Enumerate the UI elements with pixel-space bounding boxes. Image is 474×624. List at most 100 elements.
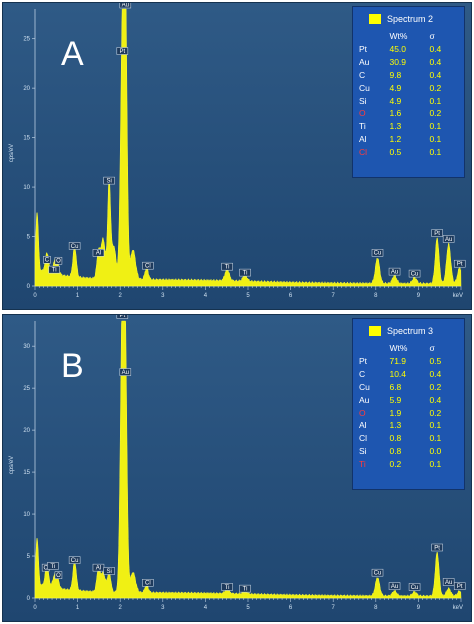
spectrum-panel-a: A 0 5 10 15 20 25 0 1 2 3 4 5 6 7 8 9 keV cps/eV C Ti O Cu Al Si… [2,2,472,310]
peak-label: Si [103,567,115,575]
sigma-value: 0.1 [429,146,442,157]
y-tick-label: 30 [23,344,30,350]
legend-row-si: Si 4.9 0.1 [359,94,458,107]
legend-row-al: Al 1.3 0.1 [359,419,458,432]
weight-percent: 30.9 [389,57,407,68]
peak-label-box [453,582,466,590]
peak-label-box [221,262,233,271]
y-tick-label: 5 [27,554,31,560]
legend-header: Spectrum 2 [359,11,458,27]
peak-label-text: O [56,573,61,579]
wt-column-header: Wt% [389,31,408,41]
peak-label: Au [119,3,132,8]
legend-row-si: Si 0.8 0.0 [359,445,458,458]
y-axis-label: cps/eV [9,144,15,162]
peak-label: Cu [408,583,421,591]
peak-label: Ti [47,562,59,570]
peak-label-text: Pt [119,49,125,55]
peak-label-box [371,249,384,257]
peak-label-text: Pt [457,262,463,268]
y-tick-label: 10 [23,185,30,191]
y-tick-label: 25 [23,37,30,43]
peak-label: Al [92,563,105,572]
element-symbol: Si [359,95,367,106]
peak-label-text: Cu [411,271,419,277]
peak-label-box [442,235,455,243]
legend-swatch [369,14,381,24]
legend-row-o: O 1.6 0.2 [359,107,458,120]
spectrum-trace [34,8,462,287]
x-axis-label: keV [453,605,463,611]
peak-label-box [442,578,455,586]
peak-label-text: Au [391,584,398,590]
peak-label-text: Cl [145,264,151,270]
legend-column-headers: Wt% σ [359,31,458,43]
peak-label-text: Ti [225,265,230,271]
peak-label-text: Au [391,270,398,276]
y-tick-label: 10 [23,512,30,518]
legend-row-cl: Cl 0.5 0.1 [359,145,458,158]
weight-percent: 4.9 [389,82,402,93]
weight-percent: 1.9 [389,407,402,418]
x-tick-label: 9 [417,605,421,611]
element-symbol: Ti [359,458,366,469]
legend-row-ti: Ti 1.3 0.1 [359,120,458,133]
weight-percent: 9.8 [389,69,402,80]
element-symbol: Pt [359,356,368,367]
peak-label-text: Al [96,251,101,257]
peak-label-text: Ti [225,585,230,591]
x-tick-label: 0 [33,605,37,611]
peak-label-box [388,582,401,590]
weight-percent: 0.5 [389,146,402,157]
x-tick-label: 2 [119,293,123,299]
peak-label-box [68,242,81,250]
panel-letter: B [61,347,84,385]
spectrum-panel-b: B 0 5 10 15 20 25 30 0 1 2 3 4 5 6 7 8 9 keV cps/eV C Ti O Cu Al… [2,314,472,622]
legend-row-cl: Cl 0.8 0.1 [359,432,458,445]
weight-percent: 0.2 [389,458,402,469]
peak-label-text: Pt [434,545,440,551]
sigma-value: 0.1 [429,433,442,444]
element-symbol: O [359,108,366,119]
peak-label: O [54,571,63,579]
peak-label-box [142,261,154,270]
peak-label-text: Pt [434,231,440,237]
peak-label-box [92,249,105,257]
peak-label: Au [388,267,401,276]
peak-label-text: C [43,566,48,572]
peak-label-text: Si [106,179,111,185]
x-tick-label: 4 [204,605,208,611]
legend-row-au: Au 30.9 0.4 [359,56,458,69]
peak-label: Au [119,368,132,376]
peak-label: Si [103,176,115,185]
weight-percent: 45.0 [389,44,407,55]
peak-label: Cu [68,556,81,564]
y-tick-label: 15 [23,470,30,476]
weight-percent: 1.3 [389,121,402,132]
x-tick-label: 7 [332,293,336,299]
peak-label-box [431,543,443,552]
sigma-value: 0.4 [429,369,442,380]
sigma-value: 0.2 [429,381,442,392]
x-tick-label: 9 [417,293,421,299]
weight-percent: 6.8 [389,381,402,392]
sigma-column-header: σ [429,31,435,41]
peak-label-text: Ti [51,564,56,570]
legend-swatch [369,326,381,336]
peak-label-box [221,583,233,591]
sigma-value: 0.4 [429,69,442,80]
sigma-value: 0.1 [429,420,442,431]
weight-percent: 1.3 [389,420,402,431]
sigma-value: 0.4 [429,44,442,55]
legend-title: Spectrum 3 [387,326,434,336]
element-symbol: Al [359,420,367,431]
weight-percent: 10.4 [389,369,407,380]
x-tick-label: 2 [119,605,123,611]
weight-percent: 5.9 [389,394,402,405]
element-symbol: Cl [359,146,368,157]
sigma-value: 0.4 [429,394,442,405]
spectrum-trace [34,320,462,599]
x-tick-label: 8 [374,605,378,611]
peak-label-text: Au [122,3,129,8]
y-axis-label: cps/eV [9,456,15,474]
